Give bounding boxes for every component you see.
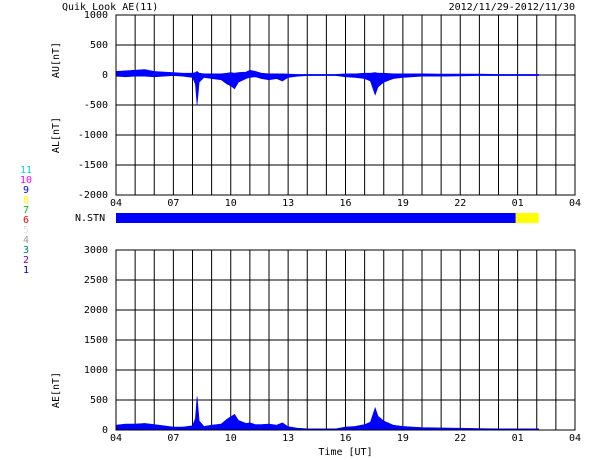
x-tick-label: 04 — [110, 433, 122, 444]
index-area — [115, 396, 539, 431]
index-area — [115, 69, 539, 76]
date-range: 2012/11/29-2012/11/30 — [449, 2, 575, 13]
station-count-legend: 3 — [23, 245, 29, 256]
plot-frame — [115, 249, 576, 431]
x-tick-label: 16 — [339, 433, 351, 444]
y-tick-label: 500 — [90, 40, 108, 51]
x-tick-label: 22 — [454, 198, 466, 209]
plot-frame — [115, 14, 576, 196]
y-tick-label: 3000 — [84, 245, 108, 256]
station-count-legend: 1 — [23, 265, 29, 276]
y-axis-label: AE[nT] — [51, 372, 62, 408]
y-tick-label: -2000 — [78, 190, 108, 201]
station-count-legend: 5 — [23, 225, 29, 236]
y-tick-label: -1000 — [78, 130, 108, 141]
x-tick-label: 07 — [167, 198, 179, 209]
x-tick-label: 16 — [339, 198, 351, 209]
y-tick-label: 500 — [90, 395, 108, 406]
y-tick-label: 1000 — [84, 365, 108, 376]
y-tick-label: 2000 — [84, 305, 108, 316]
station-count-legend: 7 — [23, 205, 29, 216]
y-axis-label: AU[nT] — [51, 42, 62, 78]
x-tick-label: 07 — [167, 433, 179, 444]
x-tick-label: 04 — [110, 198, 122, 209]
x-tick-label: 10 — [225, 198, 237, 209]
x-tick-label: 01 — [512, 433, 524, 444]
station-count-legend: 6 — [23, 215, 29, 226]
x-tick-label: 13 — [282, 433, 294, 444]
x-tick-label: 22 — [454, 433, 466, 444]
station-count-legend: 9 — [23, 185, 29, 196]
x-tick-label: 10 — [225, 433, 237, 444]
y-axis-label: AL[nT] — [51, 117, 62, 153]
x-tick-label: 13 — [282, 198, 294, 209]
y-tick-label: -1500 — [78, 160, 108, 171]
y-tick-label: 1500 — [84, 335, 108, 346]
station-count-legend: 4 — [23, 235, 29, 246]
y-tick-label: 1000 — [84, 10, 108, 21]
station-label: N.STN — [75, 213, 105, 224]
station-count-legend: 10 — [20, 175, 32, 186]
x-tick-label: 19 — [397, 198, 409, 209]
y-tick-label: 0 — [102, 425, 108, 436]
station-count-legend: 11 — [20, 165, 32, 176]
y-tick-label: 2500 — [84, 275, 108, 286]
station-segment — [116, 213, 516, 223]
x-tick-label: 01 — [512, 198, 524, 209]
x-tick-label: 04 — [569, 198, 581, 209]
x-axis-label: Time [UT] — [318, 447, 372, 458]
x-tick-label: 19 — [397, 433, 409, 444]
station-count-legend: 8 — [23, 195, 29, 206]
index-area — [115, 74, 539, 106]
title: Quik Look AE(11) — [62, 2, 158, 13]
station-segment — [515, 213, 539, 223]
x-tick-label: 04 — [569, 433, 581, 444]
station-count-legend: 2 — [23, 255, 29, 266]
y-tick-label: 0 — [102, 70, 108, 81]
y-tick-label: -500 — [84, 100, 108, 111]
